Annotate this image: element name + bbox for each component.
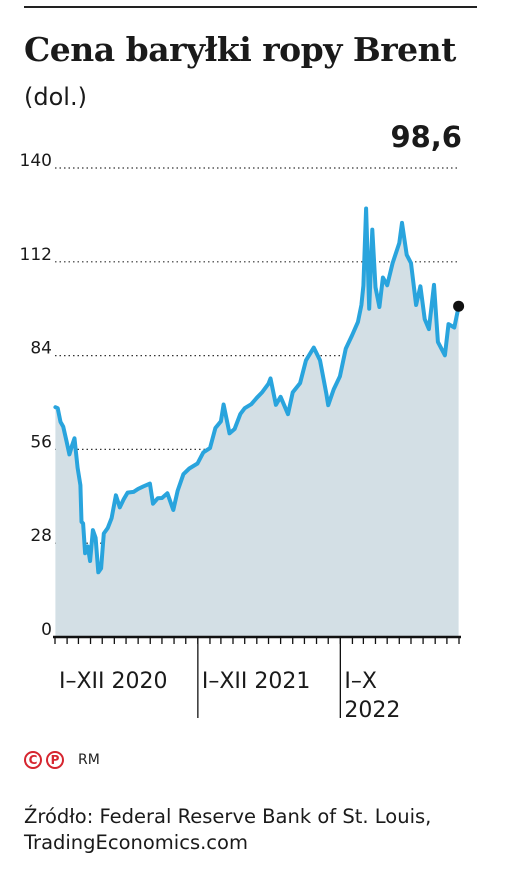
- top-rule: [24, 6, 477, 8]
- y-tick-label: 0: [41, 620, 52, 640]
- x-section-label: 2022: [344, 698, 400, 723]
- unit-label: (dol.): [24, 83, 87, 111]
- y-tick-label: 56: [30, 432, 52, 452]
- copyright-logo: C: [24, 751, 42, 769]
- publisher-logo: P: [46, 751, 64, 769]
- y-tick-label: 112: [20, 245, 52, 265]
- price-area: [55, 208, 459, 637]
- x-section-label: I–XII 2021: [202, 669, 311, 694]
- y-tick-label: 84: [30, 339, 52, 359]
- chart-title: Cena baryłki ropy Brent: [24, 30, 456, 69]
- y-tick-label: 140: [20, 151, 52, 171]
- last-value-dot: [453, 300, 465, 312]
- grid-layer: 0 28 56 84 112 140: [20, 151, 459, 640]
- source-note: Źródło: Federal Reserve Bank of St. Loui…: [24, 804, 494, 856]
- x-axis-ticks: I–XII 2020 I–XII 2021 I–X 2022: [54, 637, 460, 723]
- source-line-2: TradingEconomics.com: [24, 831, 248, 854]
- x-section-label: I–X: [344, 669, 377, 694]
- author-initials: RM: [78, 752, 100, 768]
- price-chart: 0 28 56 84 112 140 I–XII 2020 I–XII 2021 I–X 202…: [20, 151, 465, 723]
- last-value-label: 98,6: [390, 120, 462, 154]
- price-line: [53, 206, 461, 575]
- y-tick-label: 28: [30, 526, 52, 546]
- source-line-1: Źródło: Federal Reserve Bank of St. Loui…: [24, 805, 432, 828]
- brand-mark: C P RM: [24, 748, 100, 772]
- x-section-label: I–XII 2020: [59, 669, 168, 694]
